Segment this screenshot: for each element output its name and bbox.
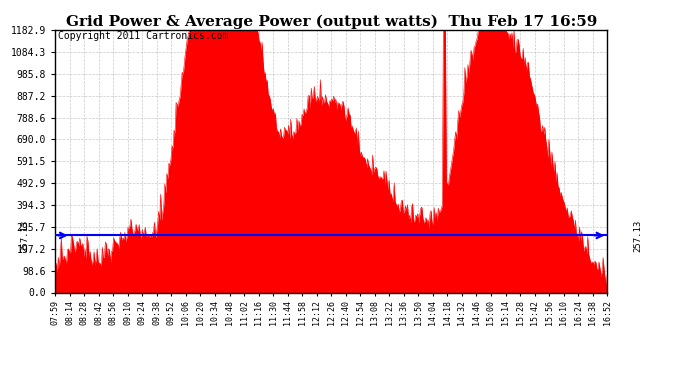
Text: Copyright 2011 Cartronics.com: Copyright 2011 Cartronics.com — [58, 32, 228, 41]
Text: Grid Power & Average Power (output watts)  Thu Feb 17 16:59: Grid Power & Average Power (output watts… — [66, 15, 597, 29]
Text: 257.13: 257.13 — [633, 219, 642, 252]
Text: 257.13: 257.13 — [20, 219, 30, 252]
